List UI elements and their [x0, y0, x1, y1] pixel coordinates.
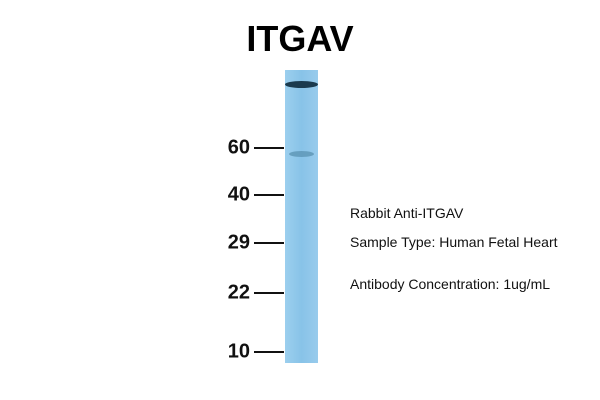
concentration: Antibody Concentration: 1ug/mL — [350, 276, 551, 292]
marker-tick — [254, 194, 284, 196]
marker-tick — [254, 351, 284, 353]
marker-label: 40 — [227, 183, 250, 206]
marker-tick — [254, 242, 284, 244]
antibody-label: Rabbit Anti-ITGAV — [350, 205, 464, 221]
band — [289, 151, 314, 157]
band — [285, 81, 318, 88]
marker-label: 60 — [227, 136, 250, 159]
sample-type: Sample Type: Human Fetal Heart — [350, 234, 558, 250]
marker-label: 10 — [227, 340, 250, 363]
marker-tick — [254, 147, 284, 149]
marker-label: 29 — [227, 231, 250, 254]
marker-label: 22 — [227, 281, 250, 304]
title: ITGAV — [246, 18, 354, 59]
marker-tick — [254, 292, 284, 294]
blot-lane — [285, 70, 318, 363]
